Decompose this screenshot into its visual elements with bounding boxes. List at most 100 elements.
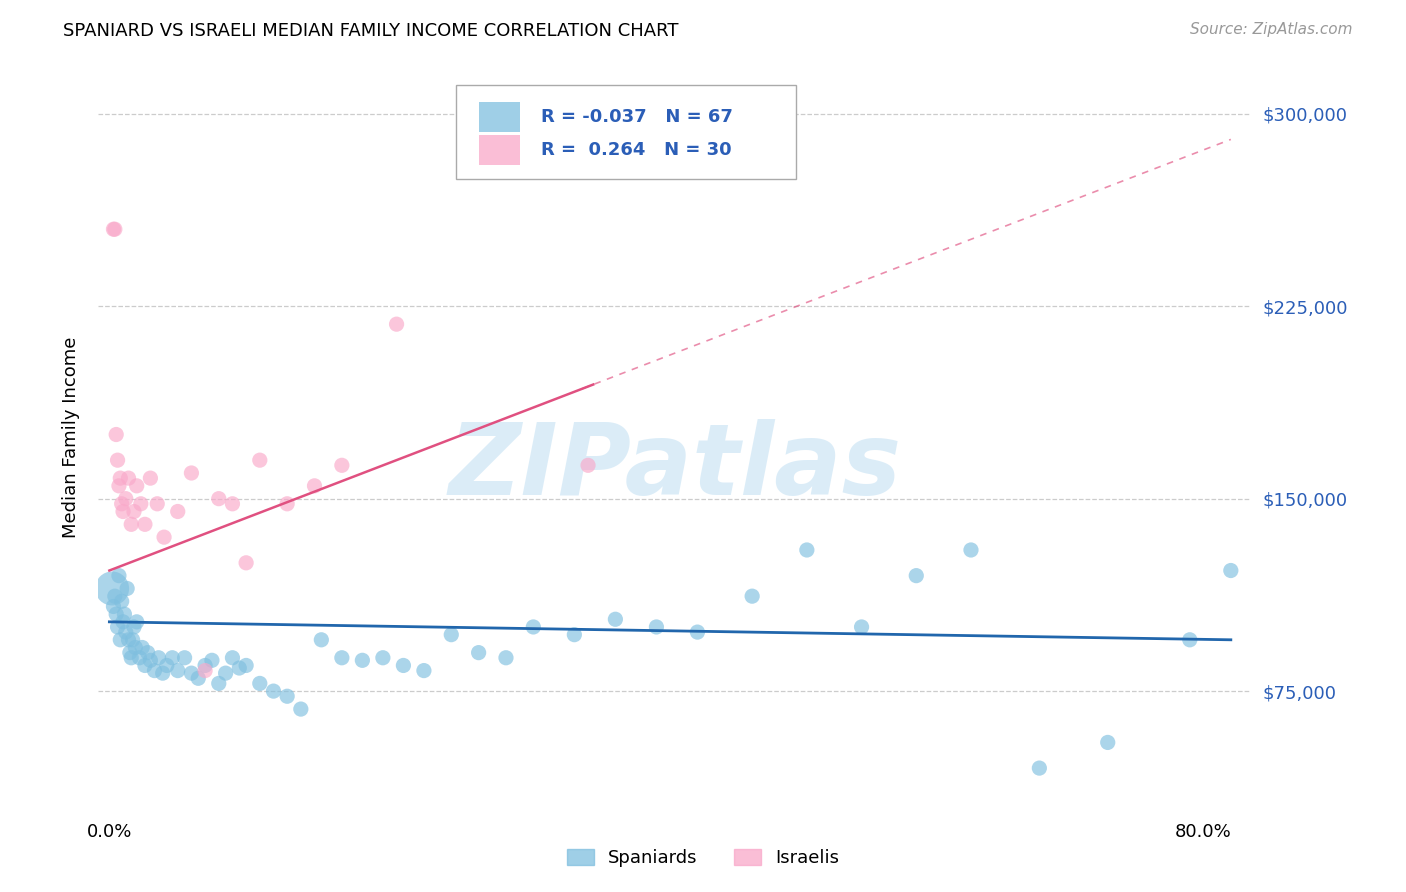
- Point: [107, 620, 129, 634]
- Point: [101, 582, 124, 596]
- Point: [392, 658, 415, 673]
- Point: [960, 543, 983, 558]
- Point: [128, 650, 150, 665]
- Point: [371, 650, 394, 665]
- Point: [121, 632, 143, 647]
- Point: [221, 650, 243, 665]
- Point: [122, 620, 145, 634]
- Point: [522, 620, 544, 634]
- Point: [117, 471, 139, 485]
- Point: [125, 479, 148, 493]
- Point: [330, 650, 353, 665]
- Point: [796, 543, 818, 558]
- FancyBboxPatch shape: [479, 135, 520, 165]
- Point: [143, 664, 166, 678]
- Point: [440, 628, 463, 642]
- Point: [103, 599, 125, 614]
- Point: [148, 650, 170, 665]
- Point: [152, 666, 174, 681]
- Point: [114, 491, 136, 506]
- Point: [194, 664, 217, 678]
- Point: [576, 458, 599, 473]
- Point: [117, 632, 139, 647]
- Point: [235, 556, 257, 570]
- Point: [120, 517, 142, 532]
- Point: [851, 620, 873, 634]
- Point: [221, 497, 243, 511]
- Point: [103, 222, 125, 236]
- Point: [156, 658, 179, 673]
- Point: [905, 568, 928, 582]
- Point: [108, 479, 131, 493]
- Point: [249, 453, 271, 467]
- Point: [112, 607, 135, 621]
- Text: R =  0.264   N = 30: R = 0.264 N = 30: [541, 141, 731, 159]
- Point: [1028, 761, 1050, 775]
- FancyBboxPatch shape: [479, 103, 520, 132]
- Point: [122, 504, 145, 518]
- Point: [107, 453, 129, 467]
- Point: [228, 661, 250, 675]
- Point: [249, 676, 271, 690]
- Point: [385, 317, 408, 331]
- Point: [111, 594, 134, 608]
- Y-axis label: Median Family Income: Median Family Income: [62, 336, 80, 538]
- Point: [467, 646, 489, 660]
- Point: [304, 479, 326, 493]
- Point: [495, 650, 517, 665]
- Point: [1097, 735, 1119, 749]
- Point: [311, 632, 333, 647]
- Point: [111, 497, 134, 511]
- Point: [139, 653, 162, 667]
- Point: [214, 666, 236, 681]
- Point: [124, 640, 146, 655]
- Point: [104, 589, 127, 603]
- Text: R = -0.037   N = 67: R = -0.037 N = 67: [541, 108, 733, 126]
- Point: [290, 702, 312, 716]
- Point: [352, 653, 374, 667]
- Point: [1178, 632, 1201, 647]
- Point: [564, 628, 586, 642]
- Point: [645, 620, 668, 634]
- Legend: Spaniards, Israelis: Spaniards, Israelis: [560, 841, 846, 874]
- Point: [120, 650, 142, 665]
- FancyBboxPatch shape: [456, 85, 796, 178]
- Point: [153, 530, 176, 544]
- Point: [146, 497, 169, 511]
- Point: [108, 568, 131, 582]
- Point: [263, 684, 285, 698]
- Point: [166, 664, 188, 678]
- Point: [105, 427, 128, 442]
- Point: [129, 497, 152, 511]
- Point: [686, 625, 709, 640]
- Point: [330, 458, 353, 473]
- Point: [110, 632, 132, 647]
- Point: [741, 589, 763, 603]
- Point: [605, 612, 627, 626]
- Point: [112, 615, 135, 629]
- Point: [194, 658, 217, 673]
- Point: [118, 646, 141, 660]
- Point: [162, 650, 184, 665]
- Point: [413, 664, 436, 678]
- Point: [110, 471, 132, 485]
- Text: ZIPatlas: ZIPatlas: [449, 418, 901, 516]
- Point: [139, 471, 162, 485]
- Point: [235, 658, 257, 673]
- Point: [180, 666, 202, 681]
- Text: SPANIARD VS ISRAELI MEDIAN FAMILY INCOME CORRELATION CHART: SPANIARD VS ISRAELI MEDIAN FAMILY INCOME…: [63, 22, 679, 40]
- Point: [180, 466, 202, 480]
- Point: [187, 671, 209, 685]
- Point: [134, 658, 156, 673]
- Point: [112, 504, 135, 518]
- Point: [208, 676, 231, 690]
- Point: [166, 504, 188, 518]
- Point: [173, 650, 195, 665]
- Point: [115, 582, 138, 596]
- Point: [208, 491, 231, 506]
- Point: [1219, 564, 1241, 578]
- Text: Source: ZipAtlas.com: Source: ZipAtlas.com: [1189, 22, 1353, 37]
- Point: [134, 517, 156, 532]
- Point: [125, 615, 148, 629]
- Point: [114, 625, 136, 640]
